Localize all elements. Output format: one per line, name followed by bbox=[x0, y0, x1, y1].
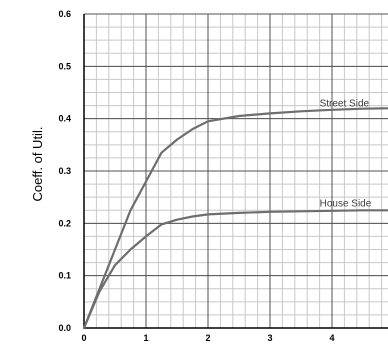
x-tick-label: 0 bbox=[81, 333, 86, 343]
y-tick-label: 0.3 bbox=[58, 166, 71, 176]
x-tick-labels: 0 1 2 3 4 bbox=[81, 333, 334, 343]
major-grid bbox=[83, 13, 388, 329]
x-tick-label: 1 bbox=[143, 333, 148, 343]
series-lines bbox=[82, 107, 388, 330]
series-label-house-side: House Side bbox=[320, 198, 372, 209]
series-labels: Street Side House Side bbox=[320, 98, 372, 209]
y-tick-label: 0.4 bbox=[58, 114, 71, 124]
y-tick-label: 0.5 bbox=[58, 61, 71, 71]
y-tick-label: 0.0 bbox=[58, 323, 71, 333]
y-tick-label: 0.6 bbox=[58, 9, 71, 19]
x-tick-label: 4 bbox=[329, 333, 334, 343]
y-tick-label: 0.1 bbox=[58, 271, 71, 281]
series-line-street-side bbox=[82, 107, 388, 330]
series-line-house-side bbox=[82, 209, 388, 330]
x-tick-label: 3 bbox=[267, 333, 272, 343]
y-axis-title: Coeff. of Util. bbox=[30, 127, 45, 202]
series-label-street-side: Street Side bbox=[320, 98, 370, 109]
y-tick-label: 0.2 bbox=[58, 218, 71, 228]
y-tick-labels: 0.0 0.1 0.2 0.3 0.4 0.5 0.6 bbox=[58, 9, 71, 333]
x-tick-label: 2 bbox=[205, 333, 210, 343]
